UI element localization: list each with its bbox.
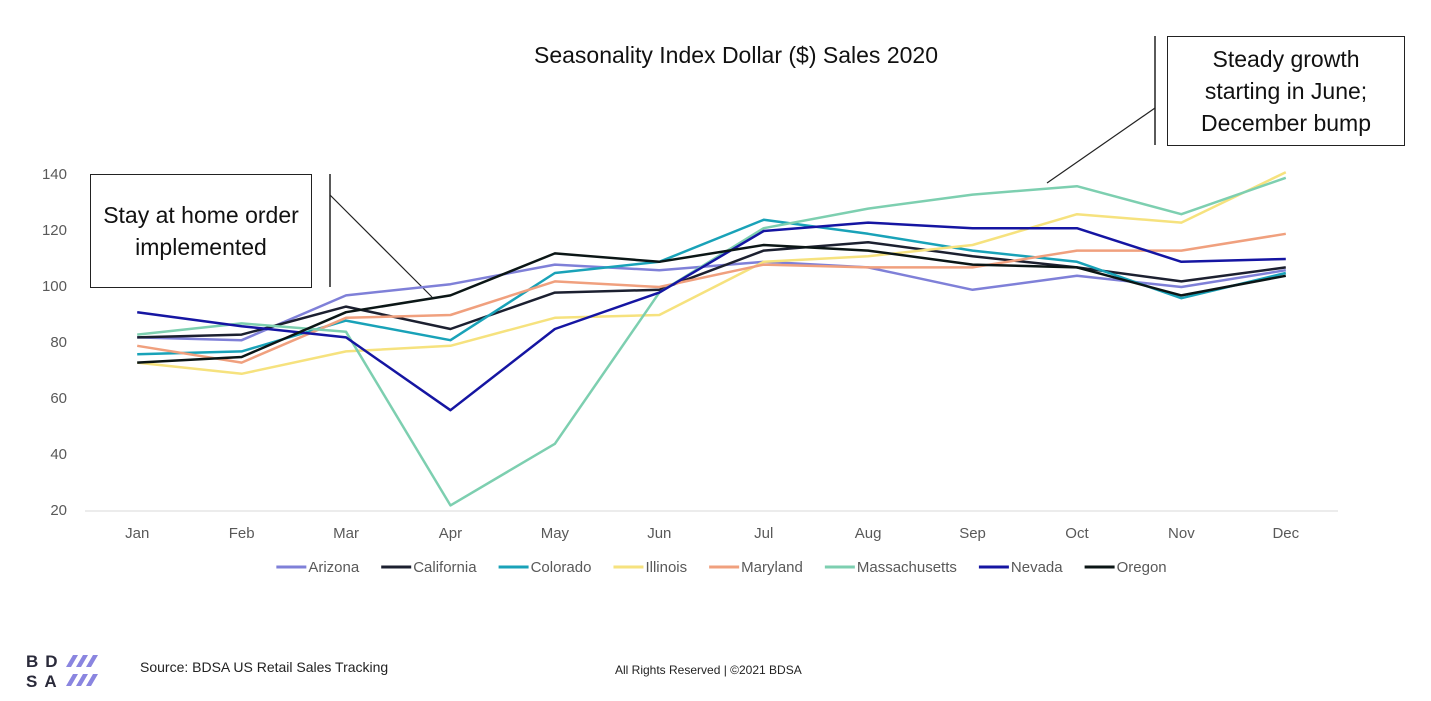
legend-label: Oregon (1117, 559, 1167, 576)
x-tick-label: Jan (125, 525, 149, 542)
annotation-pointer (329, 194, 433, 298)
x-tick-label: Jun (647, 525, 671, 542)
logo-line: BD (26, 652, 65, 671)
annotation-box: Stay at home order implemented (90, 174, 312, 288)
legend-label: California (413, 559, 477, 576)
logo-marks (66, 655, 98, 686)
logo-line: SA (26, 672, 64, 691)
annotation-pointer (1046, 107, 1156, 184)
y-tick-label: 80 (50, 334, 67, 351)
legend-label: Maryland (741, 559, 803, 576)
x-tick-label: Nov (1168, 525, 1195, 542)
legend-label: Illinois (645, 559, 687, 576)
series-line (137, 240, 1286, 339)
x-tick-label: Feb (229, 525, 255, 542)
y-tick-label: 140 (42, 166, 67, 183)
source-note: Source: BDSA US Retail Sales Tracking (140, 659, 389, 675)
x-tick-label: Sep (959, 525, 986, 542)
annotation-box: Steady growth starting in June; December… (1167, 36, 1405, 146)
series-line (137, 260, 1286, 342)
rights-note: All Rights Reserved | ©2021 BDSA (615, 663, 802, 677)
y-tick-label: 20 (50, 502, 67, 519)
logo: BD SA (26, 652, 65, 692)
series-line (137, 221, 1286, 412)
legend-label: Massachusetts (857, 559, 957, 576)
legend: Arizona California Colorado Illinois Marylan… (276, 559, 1167, 576)
legend-label: Nevada (1011, 559, 1063, 576)
x-tick-label: Aug (855, 525, 882, 542)
x-tick-label: Apr (439, 525, 462, 542)
x-tick-label: Dec (1272, 525, 1299, 542)
x-tick-label: Oct (1065, 525, 1089, 542)
legend-label: Colorado (531, 559, 592, 576)
y-tick-label: 60 (50, 390, 67, 407)
y-tick-label: 120 (42, 222, 67, 239)
x-tick-label: Jul (754, 525, 773, 542)
legend-label: Arizona (308, 559, 360, 576)
y-tick-label: 40 (50, 446, 67, 463)
chart-title: Seasonality Index Dollar ($) Sales 2020 (534, 42, 938, 68)
series-line (137, 232, 1286, 364)
x-tick-label: Mar (333, 525, 359, 542)
series-line (137, 171, 1287, 376)
x-tick-label: May (541, 525, 570, 542)
series-line (137, 243, 1287, 364)
y-tick-label: 100 (42, 278, 67, 295)
